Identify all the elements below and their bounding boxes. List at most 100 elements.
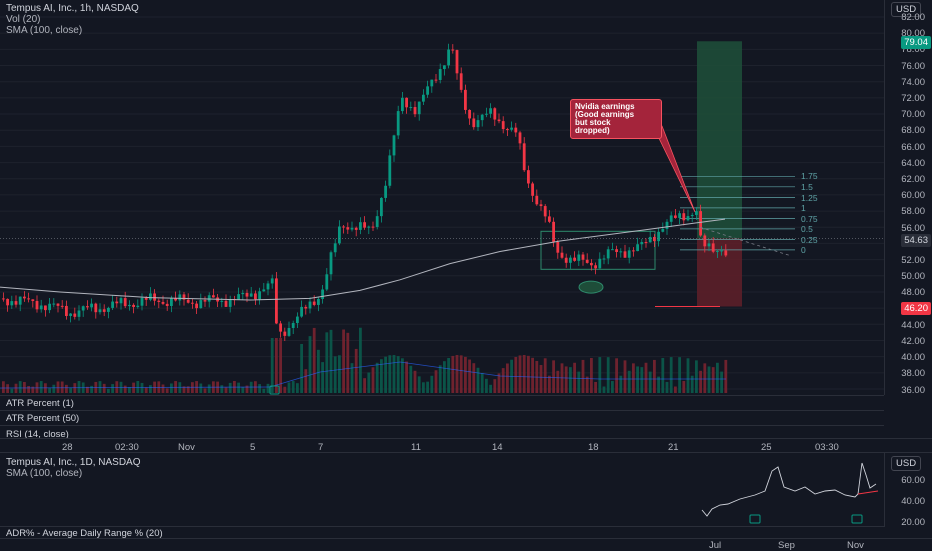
volume-bar (564, 366, 568, 393)
candle-body (518, 132, 522, 144)
symbol-legend[interactable]: Tempus AI, Inc., 1h, NASDAQ (6, 3, 139, 14)
candle-body (438, 69, 442, 80)
volume-bar (669, 357, 673, 393)
candle-body (531, 183, 534, 196)
volume-bar (102, 383, 106, 393)
volume-bar (648, 371, 652, 393)
time-tick: 11 (411, 442, 421, 453)
candle-body (724, 250, 728, 256)
price-axis[interactable]: USD 82.00 80.00 78.00 76.00 74.00 72.00 70.00 6… (884, 0, 932, 396)
volume-bar (707, 366, 711, 393)
candle-body (636, 244, 639, 252)
price-chart-canvas[interactable] (0, 0, 884, 395)
candle-body (674, 215, 677, 218)
earnings-annotation[interactable]: Nvidia earnings (Good earnings but stock… (570, 99, 662, 139)
volume-bar (39, 381, 43, 393)
volume-bar (539, 365, 543, 393)
volume-bar (2, 381, 5, 393)
candle-body (136, 305, 140, 307)
daily-chart-pane[interactable]: Tempus AI, Inc., 1D, NASDAQ SMA (100, cl… (0, 452, 884, 527)
candle-body (560, 252, 564, 258)
candle-body (195, 303, 198, 309)
price-tick: 78.00 (901, 44, 925, 56)
candle-body (308, 301, 312, 309)
price-tick: 38.00 (901, 368, 925, 380)
candle-body (422, 94, 425, 102)
volume-bar (170, 383, 173, 393)
candle-body (665, 221, 669, 229)
volume-bar (724, 359, 728, 393)
volume-bar (10, 388, 14, 393)
candle-body (699, 211, 702, 236)
candle-body (300, 306, 303, 317)
volume-bar (556, 370, 560, 393)
rsi-indicator[interactable]: RSI (14, close) (6, 429, 69, 440)
candle-body (380, 197, 383, 217)
candle-body (153, 293, 156, 301)
candle-body (401, 97, 404, 112)
volume-bar (279, 338, 282, 393)
volume-bar (144, 387, 148, 393)
atr-percent-1-indicator[interactable]: ATR Percent (1) (6, 398, 74, 409)
volume-bar (69, 387, 72, 393)
price-tick: 72.00 (901, 93, 925, 104)
candle-body (543, 206, 547, 217)
price-tick: 44.00 (901, 319, 925, 331)
candle-body (359, 222, 362, 230)
earnings-marker-icon (749, 514, 761, 524)
currency-button[interactable]: USD (891, 2, 922, 17)
candle-body (249, 293, 253, 297)
candle-body (6, 298, 9, 306)
candle-body (585, 259, 589, 263)
candle-body (157, 300, 161, 302)
volume-bar (501, 368, 505, 393)
daily-time-axis[interactable]: Jul Sep Nov (0, 538, 932, 551)
volume-bar (674, 386, 677, 393)
atr-percent-50-indicator[interactable]: ATR Percent (50) (6, 413, 80, 424)
candle-body (287, 327, 291, 336)
daily-chart-canvas[interactable] (0, 453, 884, 527)
volume-bar (682, 381, 686, 393)
candle-body (178, 294, 182, 301)
volume-bar (346, 332, 350, 393)
daily-price-axis[interactable]: USD 60.00 40.00 20.00 (884, 452, 932, 528)
projection-line (699, 226, 791, 256)
volume-bar (363, 378, 366, 393)
volume-bar (262, 388, 266, 393)
candle-body (363, 222, 366, 228)
candle-body (703, 235, 707, 247)
volume-bar (329, 329, 333, 393)
candle-body (375, 216, 379, 227)
candle-body (182, 294, 186, 300)
volume-bar (417, 376, 421, 393)
daily-sma-legend[interactable]: SMA (100, close) (6, 468, 83, 479)
candle-body (506, 129, 509, 131)
adr-indicator[interactable]: ADR% - Average Daily Range % (20) (6, 528, 163, 539)
candle-body (443, 65, 446, 70)
candle-body (690, 214, 694, 217)
volume-bar (182, 386, 186, 393)
volume-bar (409, 365, 413, 393)
volume-bar (52, 384, 56, 393)
main-chart-pane[interactable]: Tempus AI, Inc., 1h, NASDAQ Vol (20) SMA… (0, 0, 884, 395)
candle-body (657, 231, 660, 242)
daily-symbol-legend[interactable]: Tempus AI, Inc., 1D, NASDAQ (6, 457, 141, 468)
candle-body (165, 303, 169, 306)
volume-bar (354, 348, 358, 393)
candle-body (346, 227, 350, 230)
candle-body (527, 170, 530, 184)
volume-legend[interactable]: Vol (20) (6, 14, 41, 25)
candle-body (338, 226, 341, 244)
daily-currency-button[interactable]: USD (891, 456, 922, 471)
volume-bar (325, 332, 329, 393)
volume-bar (77, 381, 81, 393)
volume-bar (426, 381, 429, 393)
range-box (540, 230, 656, 270)
volume-bar (716, 362, 719, 393)
candle-body (552, 221, 555, 242)
time-axis[interactable]: 28 02:30 Nov 5 7 11 14 18 21 25 03:30 (0, 438, 932, 453)
candle-body (60, 305, 64, 307)
candle-body (220, 300, 224, 302)
sma-legend[interactable]: SMA (100, close) (6, 25, 83, 36)
divider (0, 425, 884, 426)
